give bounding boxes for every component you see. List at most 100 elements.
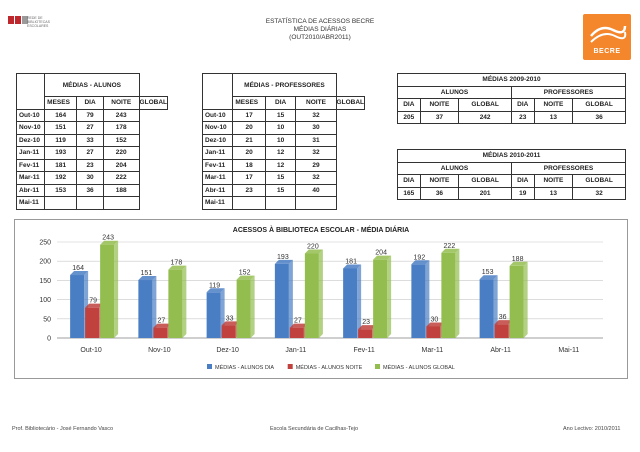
data-label: 27 xyxy=(157,318,165,325)
medias-2010-value: 36 xyxy=(419,186,460,200)
table-row: Abr-11 23 15 40 xyxy=(201,183,365,197)
bar xyxy=(206,292,221,338)
medias-2010-col: DIA xyxy=(510,174,535,188)
bar xyxy=(358,329,373,338)
y-tick-label: 50 xyxy=(43,316,51,323)
data-label: 178 xyxy=(171,260,183,267)
bar-top xyxy=(373,255,392,260)
bar-top xyxy=(138,276,157,281)
y-tick-label: 150 xyxy=(39,278,51,285)
bar-side xyxy=(288,259,293,338)
bar xyxy=(343,268,358,338)
cell-dia xyxy=(232,196,266,210)
cell-global xyxy=(102,196,140,210)
bar-top xyxy=(168,265,187,270)
table-row: Nov-10 20 10 30 xyxy=(201,121,365,135)
table-row: Fev-11 181 23 204 xyxy=(15,158,168,172)
medias-2009-value: 13 xyxy=(533,110,574,124)
medias-2010-value: 32 xyxy=(572,186,626,200)
bar xyxy=(221,325,236,338)
bar-top xyxy=(70,271,89,276)
medias-2010-col: DIA xyxy=(397,174,421,188)
table-row: Jan-11 20 12 32 xyxy=(201,146,365,160)
cell-noite: 15 xyxy=(264,183,297,197)
bar xyxy=(236,279,251,338)
x-tick-label: Fev-11 xyxy=(353,347,374,354)
bar-top xyxy=(274,259,293,264)
bar xyxy=(138,280,153,338)
bar-top xyxy=(494,320,513,325)
medias-2010-professores-label: PROFESSORES xyxy=(510,161,627,175)
data-label: 164 xyxy=(72,265,84,272)
y-tick-label: 100 xyxy=(39,297,51,304)
medias-2009-table: MÉDIAS 2009-2010 ALUNOS PROFESSORES DIA … xyxy=(397,73,627,124)
data-label: 192 xyxy=(414,254,426,261)
becre-logo-text: BECRE xyxy=(593,48,621,55)
bar-top xyxy=(479,275,498,280)
data-label: 30 xyxy=(430,316,438,323)
medias-2010-col: NOITE xyxy=(419,174,460,188)
data-label: 243 xyxy=(102,235,114,242)
table-row: Out-10 164 79 243 xyxy=(15,108,168,122)
bar xyxy=(426,326,441,338)
bar-top xyxy=(85,303,104,308)
medias-2009-value: 205 xyxy=(397,110,421,124)
bar-side xyxy=(152,276,157,338)
bar-top xyxy=(289,323,308,328)
cell-dia: 20 xyxy=(232,146,266,160)
medias-2009-col: GLOBAL xyxy=(458,98,512,112)
y-tick-label: 200 xyxy=(39,259,51,266)
data-label: 23 xyxy=(362,319,370,326)
data-label: 79 xyxy=(89,298,97,305)
bar-top xyxy=(221,321,240,326)
alunos-meses-header: MESES xyxy=(44,96,78,110)
cell-mes: Abr-11 xyxy=(201,183,234,197)
header-line3: (OUT2010/ABR2011) xyxy=(289,34,351,41)
medias-2010-table: MÉDIAS 2010-2011 ALUNOS PROFESSORES DIA … xyxy=(397,149,627,200)
cell-global: 152 xyxy=(102,133,140,147)
cell-dia: 17 xyxy=(232,171,266,185)
medias-2009-value: 23 xyxy=(510,110,535,124)
y-tick-label: 0 xyxy=(47,336,51,343)
bar-top xyxy=(426,322,445,327)
legend-label: MÉDIAS - ALUNOS GLOBAL xyxy=(383,364,455,371)
cell-global: 32 xyxy=(295,146,337,160)
x-tick-label: Jan-11 xyxy=(285,347,306,354)
data-label: 152 xyxy=(239,270,251,277)
cell-mes: Jan-11 xyxy=(15,146,46,160)
bar-side xyxy=(455,248,460,338)
cell-global: 178 xyxy=(102,121,140,135)
cell-mes: Dez-10 xyxy=(15,133,46,147)
medias-2009-value: 36 xyxy=(572,110,626,124)
cell-noite: 12 xyxy=(264,158,297,172)
medias-2010-alunos-label: ALUNOS xyxy=(397,161,512,175)
bar-side xyxy=(182,265,187,338)
bar xyxy=(289,327,304,338)
bar-side xyxy=(357,264,362,338)
header-title: ESTATÍSTICA DE ACESSOS BECRE MÉDIAS DIÁR… xyxy=(200,18,440,42)
cell-global: 29 xyxy=(295,158,337,172)
bar xyxy=(494,324,509,338)
bar xyxy=(479,279,494,338)
bar xyxy=(100,244,115,338)
cell-noite: 36 xyxy=(76,183,104,197)
bar-side xyxy=(425,260,430,338)
cell-global: 32 xyxy=(295,171,337,185)
bar-top xyxy=(236,275,255,280)
x-tick-label: Mai-11 xyxy=(558,347,579,354)
bar-side xyxy=(114,240,119,338)
bar-side xyxy=(250,275,255,338)
table-row: Jan-11 193 27 220 xyxy=(15,146,168,160)
legend-swatch xyxy=(375,364,380,369)
cell-global: 204 xyxy=(102,158,140,172)
x-tick-label: Mar-11 xyxy=(422,347,444,354)
cell-dia: 21 xyxy=(232,133,266,147)
chart-container: ACESSOS À BIBLIOTECA ESCOLAR - MÉDIA DIÁ… xyxy=(14,219,628,379)
medias-2009-col: NOITE xyxy=(419,98,460,112)
cell-noite: 10 xyxy=(264,133,297,147)
cell-dia: 23 xyxy=(232,183,266,197)
bar-side xyxy=(523,261,528,338)
cell-mes: Jan-11 xyxy=(201,146,234,160)
alunos-col-noite: NOITE xyxy=(102,96,140,110)
data-label: 36 xyxy=(499,314,507,321)
